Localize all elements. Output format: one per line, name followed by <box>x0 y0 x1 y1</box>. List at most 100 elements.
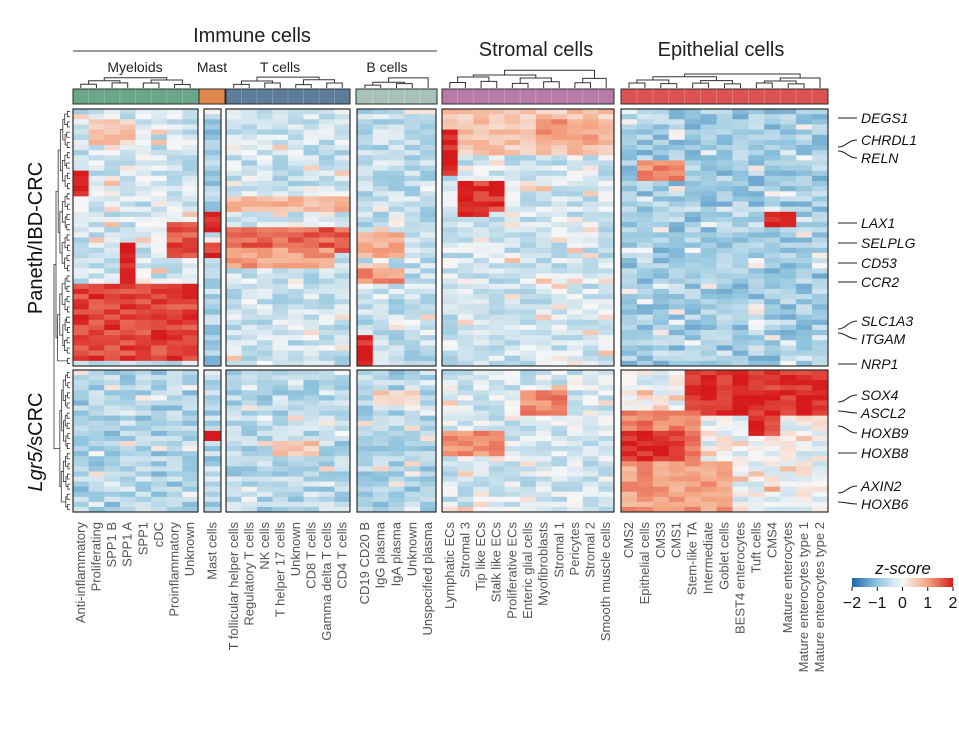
heatmap-cell <box>166 335 183 341</box>
heatmap-cell <box>520 144 537 151</box>
heatmap-cell <box>420 390 437 396</box>
heatmap-cell <box>319 144 335 151</box>
heatmap-cell <box>334 304 351 310</box>
heatmap-cell <box>567 129 584 136</box>
heatmap-cell <box>334 216 351 223</box>
heatmap-cell <box>812 330 829 336</box>
heatmap-cell <box>357 268 374 274</box>
heatmap-cell <box>420 252 437 259</box>
heatmap-cell <box>404 456 421 462</box>
heatmap-cell <box>88 314 105 321</box>
heatmap-cell <box>764 415 781 422</box>
heatmap-cell <box>520 232 537 238</box>
heatmap-cell <box>151 420 168 427</box>
subgroup-label: B cells <box>366 59 407 75</box>
heatmap-cell <box>812 350 829 357</box>
heatmap-cell <box>119 278 136 285</box>
heatmap-cell <box>135 491 152 498</box>
heatmap-cell <box>303 227 320 233</box>
heatmap-cell <box>319 263 335 269</box>
gene-label: CCR2 <box>861 274 899 290</box>
column-label: CD4 T cells <box>334 522 349 589</box>
heatmap-cell <box>303 124 320 130</box>
heatmap-cell <box>668 258 686 264</box>
heatmap-cell <box>88 425 105 432</box>
heatmap-cell <box>504 165 521 172</box>
heatmap-cell <box>535 160 552 166</box>
column-label: Smooth muscle cells <box>598 522 613 642</box>
heatmap-cell <box>796 390 813 396</box>
heatmap-cell <box>241 400 258 406</box>
heatmap-cell <box>226 242 242 249</box>
heatmap-cell <box>372 420 389 427</box>
heatmap-cell <box>334 278 351 285</box>
heatmap-cell <box>388 345 405 351</box>
heatmap-cell <box>73 380 90 386</box>
heatmap-cell <box>357 390 374 396</box>
row-dendrogram-branch <box>65 435 68 447</box>
heatmap-cell <box>598 330 615 336</box>
heatmap-cell <box>457 144 474 151</box>
heatmap-cell <box>636 309 654 315</box>
heatmap-cell <box>504 355 521 362</box>
heatmap-cell <box>636 415 654 422</box>
heatmap-cell <box>166 496 183 503</box>
heatmap-cell <box>204 201 222 208</box>
heatmap-cell <box>288 350 304 357</box>
heatmap-cell <box>119 496 136 503</box>
heatmap-cell <box>636 420 654 427</box>
heatmap-cell <box>732 186 749 192</box>
heatmap-cell <box>812 191 829 197</box>
heatmap-cell <box>388 144 405 151</box>
heatmap-cell <box>652 471 670 477</box>
heatmap-cell <box>716 461 733 467</box>
heatmap-cell <box>73 129 90 136</box>
heatmap-cell <box>404 446 421 452</box>
heatmap-cell <box>420 268 437 274</box>
heatmap-cell <box>257 506 273 513</box>
heatmap-cell <box>796 273 813 280</box>
heatmap-cell <box>104 441 121 447</box>
heatmap-cell <box>119 109 136 115</box>
heatmap-cell <box>104 160 121 166</box>
heatmap-cell <box>357 360 374 367</box>
heatmap-cell <box>420 350 437 357</box>
column-label: Tuft cells <box>748 522 763 574</box>
heatmap-cell <box>716 252 733 259</box>
heatmap-cell <box>357 430 374 437</box>
heatmap-cell <box>272 385 289 391</box>
heatmap-cell <box>388 330 405 336</box>
heatmap-cell <box>700 435 717 442</box>
heatmap-cell <box>226 476 242 482</box>
group-label-stromal: Stromal cells <box>479 39 593 61</box>
heatmap-cell <box>420 314 437 321</box>
heatmap-cell <box>257 340 273 346</box>
heatmap-cell <box>504 350 521 357</box>
gene-label: LAX1 <box>861 215 895 231</box>
heatmap-cell <box>404 380 421 386</box>
heatmap-cell <box>388 491 405 498</box>
heatmap-cell <box>334 319 351 326</box>
heatmap-cell <box>357 496 374 503</box>
heatmap-cell <box>535 451 552 457</box>
heatmap-cell <box>567 496 584 503</box>
heatmap-cell <box>303 288 320 295</box>
heatmap-cell <box>372 456 389 462</box>
heatmap-cell <box>372 196 389 202</box>
row-dendrogram-branch <box>67 483 70 490</box>
colorbar-tick-label: −2 <box>843 595 861 612</box>
heatmap-cell <box>780 242 797 249</box>
heatmap-cell <box>796 481 813 488</box>
heatmap-cell <box>288 441 304 447</box>
heatmap-cell <box>700 242 717 249</box>
heatmap-cell <box>457 461 474 467</box>
heatmap-cell <box>420 278 437 285</box>
heatmap-cell <box>372 501 389 508</box>
heatmap-cell <box>119 314 136 321</box>
heatmap-cell <box>442 139 459 146</box>
heatmap-cell <box>182 324 199 331</box>
heatmap-cell <box>812 395 829 401</box>
heatmap-cell <box>372 268 389 274</box>
row-dendrogram-branch <box>66 337 70 344</box>
heatmap-cell <box>812 196 829 202</box>
